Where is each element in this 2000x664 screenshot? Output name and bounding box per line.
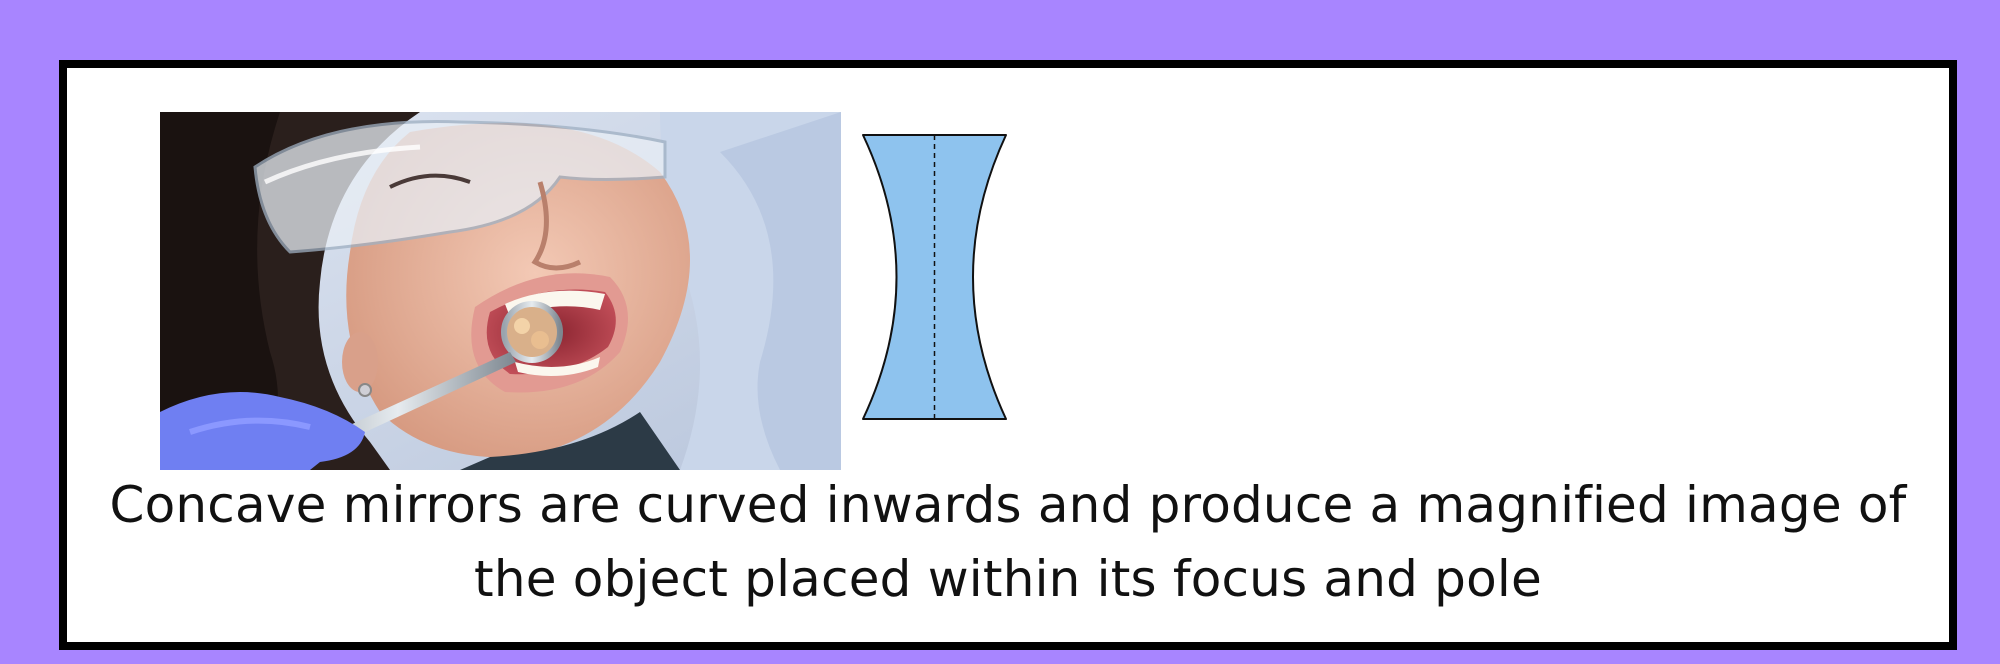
concave-lens-diagram [860,132,1010,422]
content-card: Concave mirrors are curved inwards and p… [59,60,1957,650]
concave-lens-shape [862,134,1007,420]
caption-text: Concave mirrors are curved inwards and p… [109,476,1907,608]
dental-mirror-photo [160,112,841,470]
